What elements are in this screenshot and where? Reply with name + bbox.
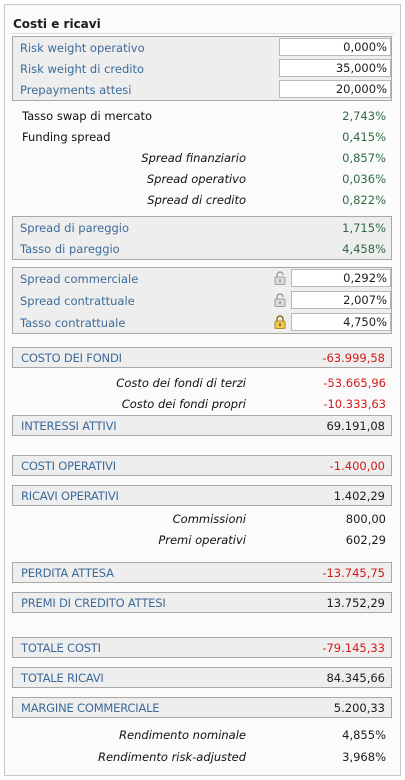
- interessi-attivi-label: INTERESSI ATTIVI: [21, 418, 117, 433]
- rendimento-nominale-row: Rendimento nominale 4,855%: [12, 724, 392, 745]
- unlocked-padlock-icon[interactable]: [274, 271, 286, 285]
- totale-costi-label: TOTALE COSTI: [21, 640, 101, 655]
- margine-commerciale-label: MARGINE COMMERCIALE: [21, 700, 160, 715]
- pareggio-group: [12, 216, 392, 260]
- tasso-swap-value: 2,743%: [342, 108, 386, 123]
- risk-weight-operativo-input[interactable]: 0,000%: [279, 38, 391, 56]
- tasso-contrattuale-label: Tasso contrattuale: [20, 315, 126, 330]
- spread-commerciale-row: Spread commerciale 0,292%: [12, 268, 392, 289]
- interessi-attivi-row: INTERESSI ATTIVI 69.191,08: [12, 415, 392, 436]
- costo-fondi-terzi-label: Costo dei fondi di terzi: [116, 375, 246, 390]
- rendimento-risk-adjusted-value: 3,968%: [342, 749, 386, 764]
- commissioni-row: Commissioni 800,00: [12, 508, 392, 529]
- spread-pareggio-value: 1,715%: [342, 220, 386, 235]
- tasso-swap-label: Tasso swap di mercato: [22, 108, 153, 123]
- rendimento-risk-adjusted-row: Rendimento risk-adjusted 3,968%: [12, 746, 392, 767]
- costo-fondi-row: COSTO DEI FONDI -63.999,58: [12, 347, 392, 368]
- tasso-pareggio-label: Tasso di pareggio: [20, 241, 120, 256]
- costi-operativi-value: -1.400,00: [329, 458, 385, 473]
- prepayments-input[interactable]: 20,000%: [279, 80, 391, 98]
- risk-weight-credito-label: Risk weight di credito: [20, 61, 144, 76]
- spread-operativo-row: Spread operativo 0,036%: [12, 168, 392, 189]
- spread-contrattuale-row: Spread contrattuale 2,007%: [12, 290, 392, 311]
- tasso-swap-row: Tasso swap di mercato 2,743%: [12, 105, 392, 126]
- ricavi-operativi-value: 1.402,29: [333, 488, 385, 503]
- prepayments-label: Prepayments attesi: [20, 82, 132, 97]
- margine-commerciale-value: 5.200,33: [333, 700, 385, 715]
- costo-fondi-terzi-row: Costo dei fondi di terzi -53.665,96: [12, 372, 392, 393]
- interessi-attivi-value: 69.191,08: [326, 418, 385, 433]
- premi-credito-row: PREMI DI CREDITO ATTESI 13.752,29: [12, 592, 392, 613]
- perdita-attesa-row: PERDITA ATTESA -13.745,75: [12, 562, 392, 583]
- tasso-contrattuale-row: Tasso contrattuale 4,750%: [12, 312, 392, 333]
- risk-weight-credito-row: Risk weight di credito 35,000%: [12, 58, 392, 79]
- spread-pareggio-row: Spread di pareggio 1,715%: [12, 217, 392, 238]
- ricavi-operativi-label: RICAVI OPERATIVI: [21, 488, 119, 503]
- perdita-attesa-label: PERDITA ATTESA: [21, 565, 114, 580]
- premi-credito-label: PREMI DI CREDITO ATTESI: [21, 595, 166, 610]
- risk-weight-credito-input[interactable]: 35,000%: [279, 59, 391, 77]
- spread-operativo-value: 0,036%: [342, 171, 386, 186]
- spread-finanziario-row: Spread finanziario 0,857%: [12, 147, 392, 168]
- rendimento-nominale-value: 4,855%: [342, 727, 386, 742]
- spread-commerciale-label: Spread commerciale: [20, 271, 139, 286]
- totale-costi-row: TOTALE COSTI -79.145,33: [12, 637, 392, 658]
- costo-fondi-terzi-value: -53.665,96: [323, 375, 386, 390]
- spread-contrattuale-input[interactable]: 2,007%: [291, 291, 391, 309]
- premi-credito-value: 13.752,29: [326, 595, 385, 610]
- totale-costi-value: -79.145,33: [322, 640, 385, 655]
- spread-credito-label: Spread di credito: [147, 192, 246, 207]
- spread-pareggio-label: Spread di pareggio: [20, 220, 130, 235]
- prepayments-row: Prepayments attesi 20,000%: [12, 79, 392, 100]
- costi-operativi-label: COSTI OPERATIVI: [21, 458, 116, 473]
- spread-credito-value: 0,822%: [342, 192, 386, 207]
- costo-fondi-propri-label: Costo dei fondi propri: [121, 396, 246, 411]
- totale-ricavi-label: TOTALE RICAVI: [21, 670, 104, 685]
- funding-spread-value: 0,415%: [342, 129, 386, 144]
- funding-spread-label: Funding spread: [22, 129, 111, 144]
- rendimento-risk-adjusted-label: Rendimento risk-adjusted: [97, 749, 246, 764]
- tasso-pareggio-value: 4,458%: [342, 241, 386, 256]
- tasso-pareggio-row: Tasso di pareggio 4,458%: [12, 238, 392, 259]
- premi-operativi-label: Premi operativi: [158, 532, 246, 547]
- spread-credito-row: Spread di credito 0,822%: [12, 189, 392, 210]
- premi-operativi-row: Premi operativi 602,29: [12, 529, 392, 550]
- costo-fondi-label: COSTO DEI FONDI: [21, 350, 122, 365]
- costo-fondi-propri-value: -10.333,63: [323, 396, 386, 411]
- costi-operativi-row: COSTI OPERATIVI -1.400,00: [12, 455, 392, 476]
- funding-spread-row: Funding spread 0,415%: [12, 126, 392, 147]
- margine-commerciale-row: MARGINE COMMERCIALE 5.200,33: [12, 697, 392, 718]
- spread-operativo-label: Spread operativo: [146, 171, 246, 186]
- risk-weight-operativo-row: Risk weight operativo 0,000%: [12, 37, 392, 58]
- costo-fondi-propri-row: Costo dei fondi propri -10.333,63: [12, 393, 392, 414]
- commissioni-value: 800,00: [345, 511, 386, 526]
- rendimento-nominale-label: Rendimento nominale: [119, 727, 246, 742]
- totale-ricavi-row: TOTALE RICAVI 84.345,66: [12, 667, 392, 688]
- spread-contrattuale-label: Spread contrattuale: [20, 293, 135, 308]
- spread-finanziario-label: Spread finanziario: [141, 150, 246, 165]
- panel-title: Costi e ricavi: [13, 17, 101, 31]
- commissioni-label: Commissioni: [172, 511, 246, 526]
- ricavi-operativi-row: RICAVI OPERATIVI 1.402,29: [12, 485, 392, 506]
- locked-padlock-icon[interactable]: [274, 315, 286, 329]
- costo-fondi-value: -63.999,58: [322, 350, 385, 365]
- unlocked-padlock-icon[interactable]: [274, 293, 286, 307]
- premi-operativi-value: 602,29: [345, 532, 386, 547]
- tasso-contrattuale-input[interactable]: 4,750%: [291, 313, 391, 331]
- title-divider: [11, 33, 394, 34]
- totale-ricavi-value: 84.345,66: [326, 670, 385, 685]
- spread-commerciale-input[interactable]: 0,292%: [291, 269, 391, 287]
- risk-weight-operativo-label: Risk weight operativo: [20, 40, 145, 55]
- spread-finanziario-value: 0,857%: [342, 150, 386, 165]
- perdita-attesa-value: -13.745,75: [322, 565, 385, 580]
